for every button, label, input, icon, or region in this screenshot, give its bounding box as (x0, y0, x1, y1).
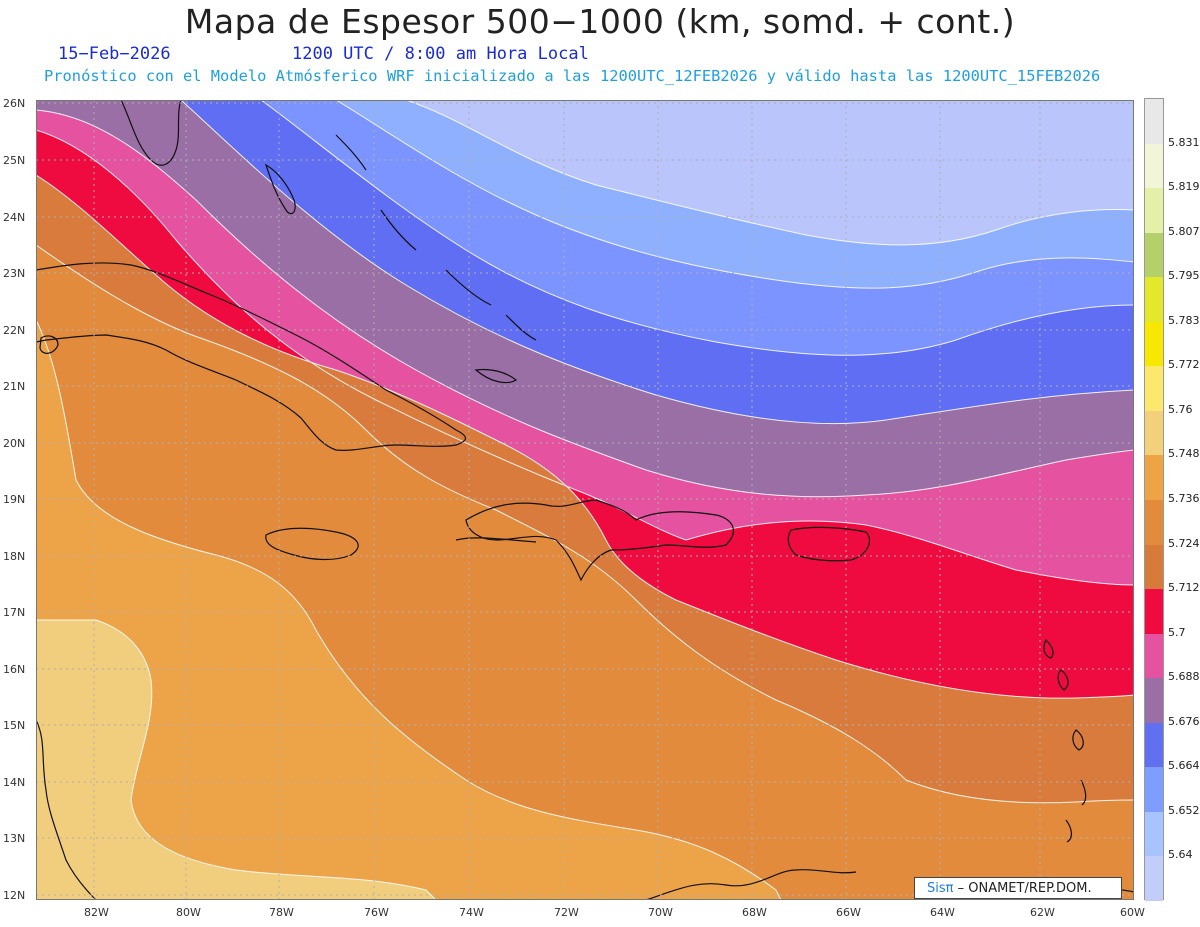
colorbar-label: 5.819 (1168, 180, 1200, 194)
lat-label: 15N (3, 719, 26, 732)
colorbar-label: 5.807 (1168, 224, 1200, 238)
lat-label: 24N (3, 211, 26, 224)
colorbar-segment (1145, 277, 1163, 323)
lon-label: 78W (269, 906, 294, 919)
lat-label: 17N (3, 606, 26, 619)
coast-cuba (36, 262, 466, 451)
lon-label: 74W (459, 906, 484, 919)
colorbar-segment (1145, 99, 1163, 145)
lon-label: 62W (1030, 906, 1055, 919)
colorbar-label: 5.772 (1168, 358, 1200, 372)
credit-brand: Sisπ (927, 881, 954, 896)
colorbar-label: 5.64 (1168, 848, 1193, 862)
lat-label: 26N (3, 97, 26, 110)
colorbar-segment (1145, 633, 1163, 679)
colorbar-label: 5.712 (1168, 581, 1200, 595)
lon-label: 82W (84, 906, 109, 919)
lon-label: 76W (364, 906, 389, 919)
colorbar-segment (1145, 410, 1163, 456)
colorbar-segment (1145, 455, 1163, 501)
colorbar-label: 5.652 (1168, 803, 1200, 817)
lat-label: 12N (3, 889, 26, 902)
colorbar-segment (1145, 500, 1163, 546)
lat-label: 18N (3, 550, 26, 563)
colorbar-segment (1145, 544, 1163, 590)
forecast-date: 15−Feb−2026 (58, 44, 171, 64)
colorbar-segment (1145, 232, 1163, 278)
colorbar-label: 5.748 (1168, 447, 1200, 461)
lat-label: 25N (3, 154, 26, 167)
coast-jamaica (265, 527, 359, 561)
lat-label: 19N (3, 493, 26, 506)
coast-haiti-south (455, 537, 537, 543)
colorbar (1144, 98, 1164, 902)
lat-label: 22N (3, 324, 26, 337)
colorbar-label: 5.76 (1168, 402, 1193, 416)
lat-label: 16N (3, 663, 26, 676)
colorbar-label: 5.831 (1168, 135, 1200, 149)
colorbar-label: 5.783 (1168, 313, 1200, 327)
colorbar-segment (1145, 366, 1163, 412)
colorbar-label: 5.7 (1168, 625, 1186, 639)
colorbar-label: 5.676 (1168, 714, 1200, 728)
colorbar-label: 5.688 (1168, 670, 1200, 684)
forecast-subtitle: Pronóstico con el Modelo Atmósferico WRF… (44, 67, 1101, 85)
colorbar-segment (1145, 143, 1163, 189)
graticule (36, 100, 1134, 900)
colorbar-segment (1145, 767, 1163, 813)
coast-bahamas-5 (505, 314, 537, 341)
colorbar-segment (1145, 722, 1163, 768)
coast-south-america (645, 869, 857, 900)
forecast-time: 1200 UTC / 8:00 am Hora Local (292, 44, 589, 64)
coast-puerto-rico (787, 526, 871, 562)
colorbar-segment (1145, 811, 1163, 857)
coast-florida (120, 100, 182, 166)
shade-pale (36, 620, 436, 900)
coast-bahamas-6 (474, 368, 518, 384)
colorbar-label: 5.664 (1168, 759, 1200, 773)
lat-label: 13N (3, 832, 26, 845)
colorbar-segment (1145, 678, 1163, 724)
colorbar-label: 5.795 (1168, 269, 1200, 283)
coast-lesser-antilles-2 (1057, 669, 1069, 691)
lon-label: 66W (836, 906, 861, 919)
colorbar-segment (1145, 188, 1163, 234)
coast-bahamas-2 (335, 134, 367, 171)
contour-lines (36, 100, 1134, 900)
colorbar-segment (1145, 856, 1163, 902)
lon-label: 70W (648, 906, 673, 919)
colorbar-segment (1145, 589, 1163, 635)
map-title: Mapa de Espesor 500−1000 (km, somd. + co… (184, 2, 1016, 41)
coast-isla-juventud (39, 335, 59, 354)
credit-org: – ONAMET/REP.DOM. (957, 881, 1092, 896)
coast-bahamas-4 (445, 269, 492, 306)
lon-label: 72W (554, 906, 579, 919)
coast-lesser-antilles-1 (1043, 638, 1054, 659)
lat-label: 20N (3, 437, 26, 450)
coast-lesser-antilles-5 (1065, 819, 1072, 843)
coast-bahamas-3 (380, 209, 417, 251)
coast-central-america (36, 719, 97, 900)
lon-label: 64W (930, 906, 955, 919)
coast-lesser-antilles-3 (1072, 729, 1084, 751)
shade-light-orange (36, 320, 781, 900)
lon-label: 60W (1120, 906, 1145, 919)
map-frame (36, 100, 1134, 900)
credit-box: Sisπ – ONAMET/REP.DOM. (914, 877, 1122, 899)
colorbar-label: 5.736 (1168, 492, 1200, 505)
coast-bahamas-1 (264, 163, 296, 215)
lat-label: 23N (3, 267, 26, 280)
colorbar-segment (1145, 321, 1163, 367)
lat-label: 21N (3, 380, 26, 393)
lon-label: 80W (176, 906, 201, 919)
lon-label: 68W (742, 906, 767, 919)
colorbar-label: 5.724 (1168, 536, 1200, 550)
coast-lesser-antilles-4 (1080, 779, 1087, 806)
lat-label: 14N (3, 776, 26, 789)
thickness-map (36, 100, 1134, 900)
coast-hispaniola (465, 499, 734, 582)
